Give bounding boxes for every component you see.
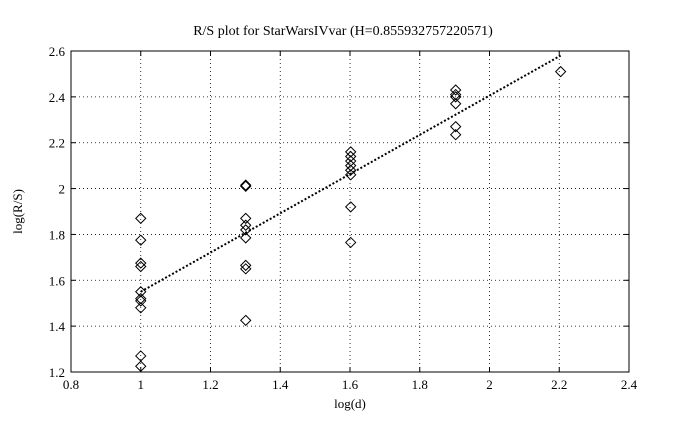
x-tick-label: 2.2 (551, 377, 567, 392)
x-tick-label: 1.2 (202, 377, 218, 392)
x-tick-label: 0.8 (63, 377, 79, 392)
y-tick-label: 2.4 (49, 90, 66, 105)
x-axis-label: log(d) (334, 396, 366, 411)
y-tick-label: 1.8 (49, 227, 65, 242)
data-point-diamond (344, 169, 357, 181)
data-point-diamond (449, 84, 462, 96)
data-point-diamond (240, 219, 252, 231)
fit-line (140, 54, 562, 293)
data-point-diamond (135, 234, 147, 246)
data-point-diamond (135, 212, 147, 225)
data-point-diamond (240, 259, 252, 272)
grid-lines (71, 51, 629, 372)
data-point-diamond (344, 236, 357, 249)
data-point-diamond (135, 260, 147, 273)
data-point-diamond (344, 150, 357, 163)
data-point-diamond (135, 302, 147, 314)
y-tick-label: 2.6 (49, 44, 66, 59)
x-tick-label: 1.6 (342, 377, 359, 392)
y-tick-label: 2 (59, 182, 66, 197)
data-point-diamond (240, 180, 252, 192)
axis-ticks: 0.8 1 1.2 1.4 1.6 1.8 2 2.2 2.4 1.2 1.4 1.6 1.8 2 2.2 2… (49, 44, 638, 392)
fit-line-layer (140, 54, 562, 293)
x-tick-label: 2 (486, 377, 493, 392)
y-axis-label: log(R/S) (10, 189, 25, 234)
data-point-diamond (449, 98, 462, 110)
data-point-diamond (449, 120, 462, 133)
data-point-diamond (344, 146, 357, 158)
data-point-diamond (240, 212, 252, 225)
x-tick-label: 2.4 (621, 377, 638, 392)
data-point-diamond (240, 232, 252, 244)
data-point-diamond (135, 257, 147, 269)
x-tick-label: 1.4 (272, 377, 289, 392)
data-point-diamond (344, 159, 357, 172)
data-point-diamond (240, 263, 252, 275)
data-point-diamond (135, 286, 147, 298)
data-point-diamond (240, 179, 252, 191)
data-point-diamond (240, 224, 252, 236)
x-tick-label: 1.8 (412, 377, 428, 392)
y-tick-label: 1.2 (49, 365, 65, 380)
data-point-diamond (449, 91, 462, 103)
data-point-diamond (135, 295, 147, 307)
data-point-diamond (449, 128, 462, 141)
y-tick-label: 2.2 (49, 136, 65, 151)
data-point-diamond (554, 65, 567, 78)
data-point-diamond (344, 201, 357, 213)
chart-title: R/S plot for StarWarsIVvar (H=0.85593275… (193, 24, 493, 39)
data-point-diamond (344, 164, 357, 176)
data-point-diamond (344, 155, 357, 167)
y-tick-label: 1.4 (49, 319, 66, 334)
y-tick-label: 1.6 (49, 273, 66, 288)
data-point-diamond (240, 314, 252, 327)
data-point-diamond (449, 88, 462, 101)
x-tick-label: 1 (138, 377, 145, 392)
data-points (135, 65, 567, 372)
data-point-diamond (135, 292, 147, 305)
